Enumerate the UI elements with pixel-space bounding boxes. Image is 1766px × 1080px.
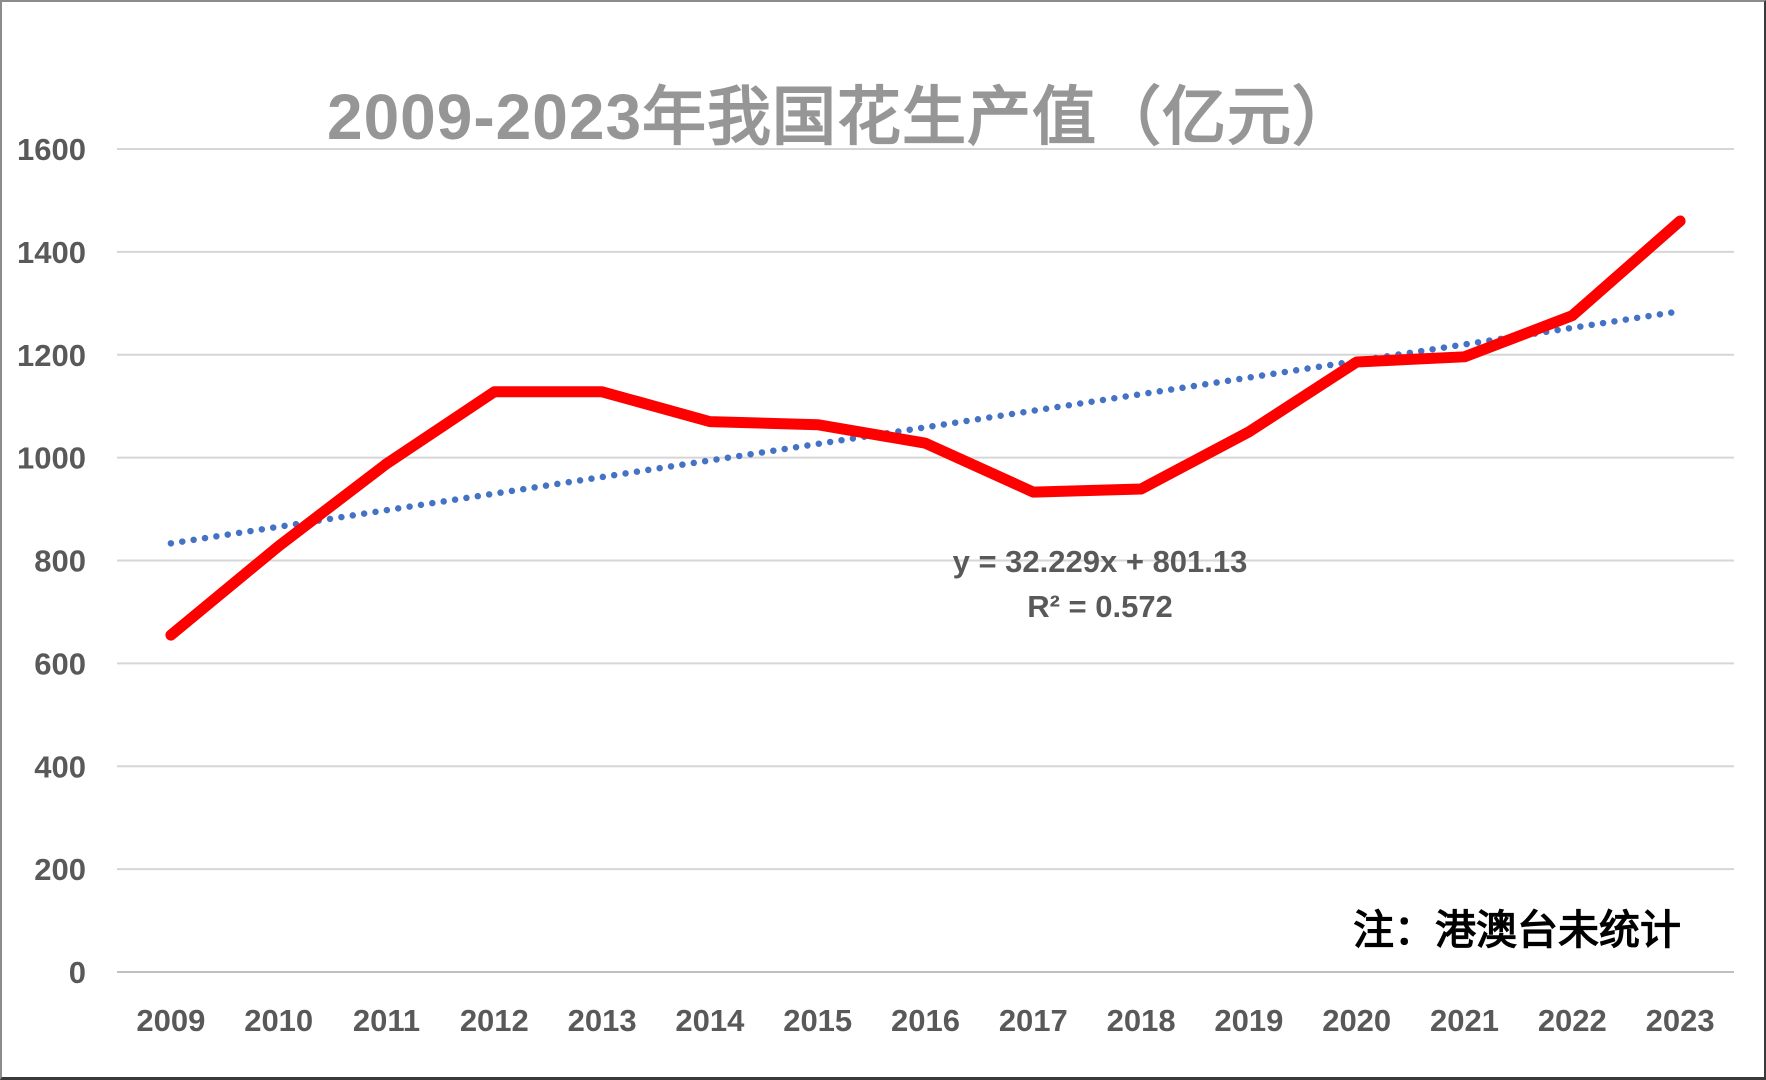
y-axis-tick-label: 1600 <box>17 132 86 167</box>
x-axis-tick-label: 2013 <box>568 1003 637 1038</box>
y-axis-tick-label: 0 <box>69 955 86 990</box>
y-axis-tick-label: 600 <box>34 646 86 681</box>
x-axis-tick-label: 2010 <box>244 1003 313 1038</box>
x-axis-tick-label: 2017 <box>999 1003 1068 1038</box>
x-axis-tick-label: 2015 <box>783 1003 852 1038</box>
x-axis-tick-label: 2021 <box>1430 1003 1499 1038</box>
y-axis-tick-label: 200 <box>34 852 86 887</box>
x-axis-tick-label: 2018 <box>1107 1003 1176 1038</box>
trendline-dotted-line <box>167 308 1684 547</box>
footnote: 注：港澳台未统计 <box>1353 907 1681 953</box>
chart-title: 2009-2023年我国花生产值（亿元） <box>326 81 1358 153</box>
trendline-annotation: y = 32.229x + 801.13 R² = 0.572 <box>953 539 1248 629</box>
trendline-equation-text: y = 32.229x + 801.13 <box>952 544 1248 579</box>
y-axis-tick-label: 800 <box>34 544 86 579</box>
x-axis-tick-label: 2011 <box>353 1003 420 1038</box>
x-axis-tick-label: 2022 <box>1538 1003 1607 1038</box>
x-axis-tick-label: 2012 <box>460 1003 529 1038</box>
y-axis-tick-label: 1000 <box>17 441 86 476</box>
x-axis-tick-label: 2009 <box>136 1003 205 1038</box>
y-axis-tick-label: 1200 <box>17 338 86 373</box>
x-axis-tick-label: 2019 <box>1214 1003 1283 1038</box>
series-line-peanut-value <box>165 215 1686 641</box>
y-axis-tick-label: 400 <box>34 749 86 784</box>
y-axis-tick-label: 1400 <box>17 235 86 270</box>
x-axis-tick-label: 2020 <box>1322 1003 1391 1038</box>
x-axis-tick-label: 2023 <box>1646 1003 1715 1038</box>
trendline-r2-text: R² = 0.572 <box>1027 589 1173 624</box>
x-axis-tick-label: 2014 <box>675 1003 745 1038</box>
x-axis-tick-label: 2016 <box>891 1003 960 1038</box>
